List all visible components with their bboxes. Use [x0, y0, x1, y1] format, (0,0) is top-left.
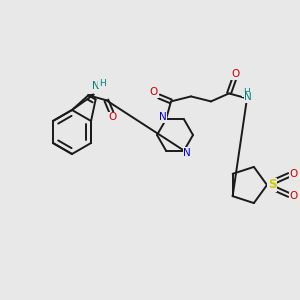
- Text: H: H: [99, 79, 105, 88]
- Text: N: N: [92, 81, 99, 91]
- Text: H: H: [243, 88, 249, 97]
- Text: O: O: [231, 69, 239, 80]
- Text: N: N: [244, 92, 252, 102]
- Text: S: S: [268, 178, 276, 191]
- Text: O: O: [108, 112, 116, 122]
- Text: N: N: [183, 148, 191, 158]
- Text: O: O: [290, 169, 298, 179]
- Text: O: O: [150, 87, 158, 98]
- Text: N: N: [159, 112, 167, 122]
- Text: O: O: [290, 191, 298, 201]
